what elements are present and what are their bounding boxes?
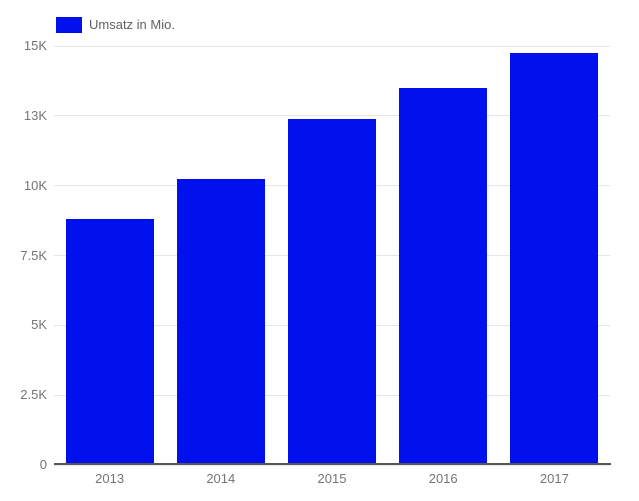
x-axis-category-label: 2013 [95,471,125,486]
x-axis-category-label: 2014 [206,471,236,486]
legend-swatch-icon [56,17,82,33]
x-axis-category-label: 2016 [428,471,458,486]
bar-2017[interactable] [510,52,599,465]
bar-2013[interactable] [65,219,154,465]
y-axis-tick-label: 7.5K [20,247,47,263]
gridline [54,115,610,117]
gridline [54,464,610,466]
plot-area [54,45,610,466]
x-axis-category-label: 2015 [317,471,347,486]
y-axis-tick-label: 15K [23,38,47,53]
y-axis-tick-label: 2.5K [20,387,47,403]
gridline [54,45,610,47]
bar-2016[interactable] [399,87,488,465]
y-axis-tick-label: 13K [23,107,47,123]
y-axis-tick-label: 5K [31,317,47,333]
legend[interactable]: Umsatz in Mio. [56,17,175,33]
bar-2015[interactable] [288,118,376,465]
y-axis-tick-label: 0 [39,457,47,472]
y-axis-tick-label: 10K [23,177,47,193]
bar-2014[interactable] [176,178,265,465]
legend-label: Umsatz in Mio. [89,17,175,32]
x-axis-line [54,463,611,465]
x-axis-category-label: 2017 [539,471,569,486]
